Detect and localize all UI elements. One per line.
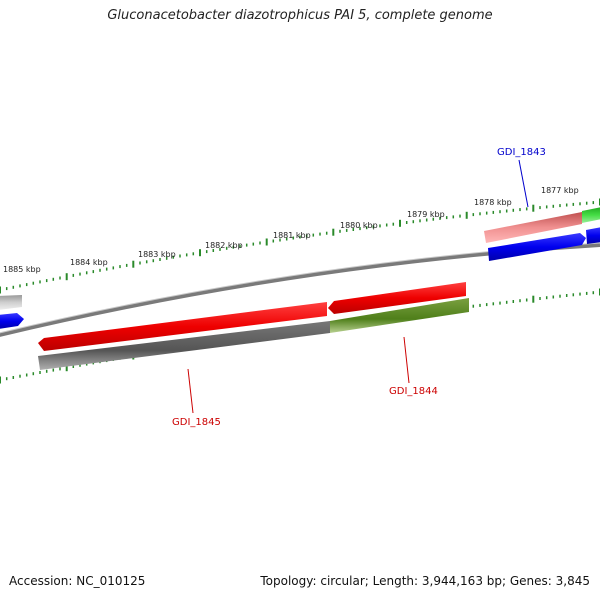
kbp-label-1883: 1883 kbp — [138, 250, 176, 259]
gene-feature-gray[interactable] — [38, 321, 330, 370]
gene-feature-green[interactable] — [582, 207, 600, 223]
accession-text: Accession: NC_010125 — [9, 574, 146, 588]
gene-feature-blue-right[interactable] — [586, 227, 600, 244]
gdi-1845-leader-line — [187, 368, 194, 414]
gene-feature-pink[interactable] — [484, 212, 582, 243]
kbp-label-1884: 1884 kbp — [70, 258, 108, 267]
kbp-label-1877: 1877 kbp — [541, 186, 579, 195]
gene-label-gdi-1844[interactable]: GDI_1844 — [389, 386, 438, 397]
gene-gdi-1844-arrow[interactable] — [328, 282, 466, 314]
gdi-1844-leader-line — [403, 336, 410, 384]
gene-gdi-1845-arrow[interactable] — [38, 302, 327, 351]
gene-feature-blue-left[interactable] — [0, 313, 24, 329]
kbp-label-1878: 1878 kbp — [474, 198, 512, 207]
genome-summary-text: Topology: circular; Length: 3,944,163 bp… — [260, 574, 590, 588]
gene-label-gdi-1845[interactable]: GDI_1845 — [172, 417, 221, 428]
kbp-label-1879: 1879 kbp — [407, 210, 445, 219]
gene-gdi-1843-arrow[interactable] — [488, 233, 586, 261]
kbp-label-1882: 1882 kbp — [205, 241, 243, 250]
kbp-label-1885: 1885 kbp — [3, 265, 41, 274]
outer-scale-ticks — [0, 198, 600, 294]
gdi-1843-leader-line — [518, 159, 529, 208]
gene-label-gdi-1843[interactable]: GDI_1843 — [497, 147, 546, 158]
kbp-label-1881: 1881 kbp — [273, 231, 311, 240]
gene-feature-olive[interactable] — [330, 298, 469, 333]
kbp-label-1880: 1880 kbp — [340, 221, 378, 230]
genome-title: Gluconacetobacter diazotrophicus PAI 5, … — [107, 8, 493, 23]
gene-feature-lightgray-left[interactable] — [0, 295, 22, 310]
